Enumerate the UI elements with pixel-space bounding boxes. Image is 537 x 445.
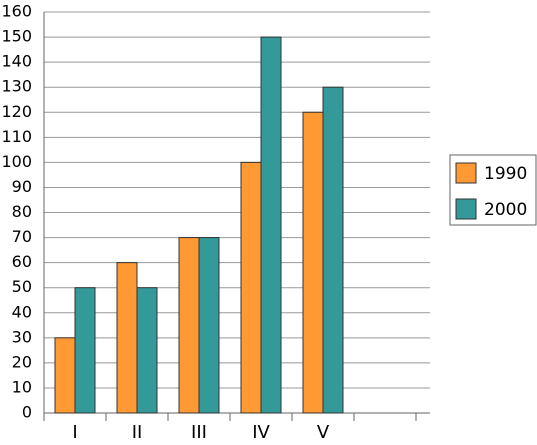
y-tick-label: 50 — [12, 277, 32, 296]
y-tick-label: 0 — [22, 403, 32, 422]
bar — [240, 161, 262, 414]
y-tick-label: 80 — [12, 202, 32, 221]
y-tick-label: 30 — [12, 327, 32, 346]
legend-swatch — [455, 198, 477, 220]
y-tick-label: 160 — [1, 2, 32, 21]
bar — [116, 262, 138, 414]
y-tick-label: 100 — [1, 152, 32, 171]
y-tick-label: 120 — [1, 102, 32, 121]
y-tick-label: 140 — [1, 52, 32, 71]
bar — [54, 337, 76, 414]
y-tick-label: 20 — [12, 352, 32, 371]
y-tick-label: 110 — [1, 127, 32, 146]
bar — [74, 287, 96, 414]
y-tick-label: 130 — [1, 77, 32, 96]
y-tick-label: 10 — [12, 377, 32, 396]
x-tick-label: IV — [252, 422, 270, 443]
y-tick-label: 70 — [12, 227, 32, 246]
y-tick-label: 150 — [1, 27, 32, 46]
x-tick-label: III — [191, 422, 207, 443]
bar — [260, 36, 282, 414]
legend-swatch — [455, 162, 477, 184]
x-tick-label: I — [72, 422, 77, 443]
bar — [136, 287, 158, 414]
y-tick-label: 60 — [12, 252, 32, 271]
x-tick-label: II — [132, 422, 143, 443]
x-tick-label: V — [317, 422, 330, 443]
bar — [198, 237, 220, 414]
bar — [302, 111, 324, 414]
y-tick-label: 40 — [12, 302, 32, 321]
y-tick-label: 90 — [12, 177, 32, 196]
bar — [178, 237, 200, 414]
bar — [322, 86, 344, 414]
legend-label: 2000 — [484, 200, 527, 220]
legend-label: 1990 — [484, 164, 527, 184]
